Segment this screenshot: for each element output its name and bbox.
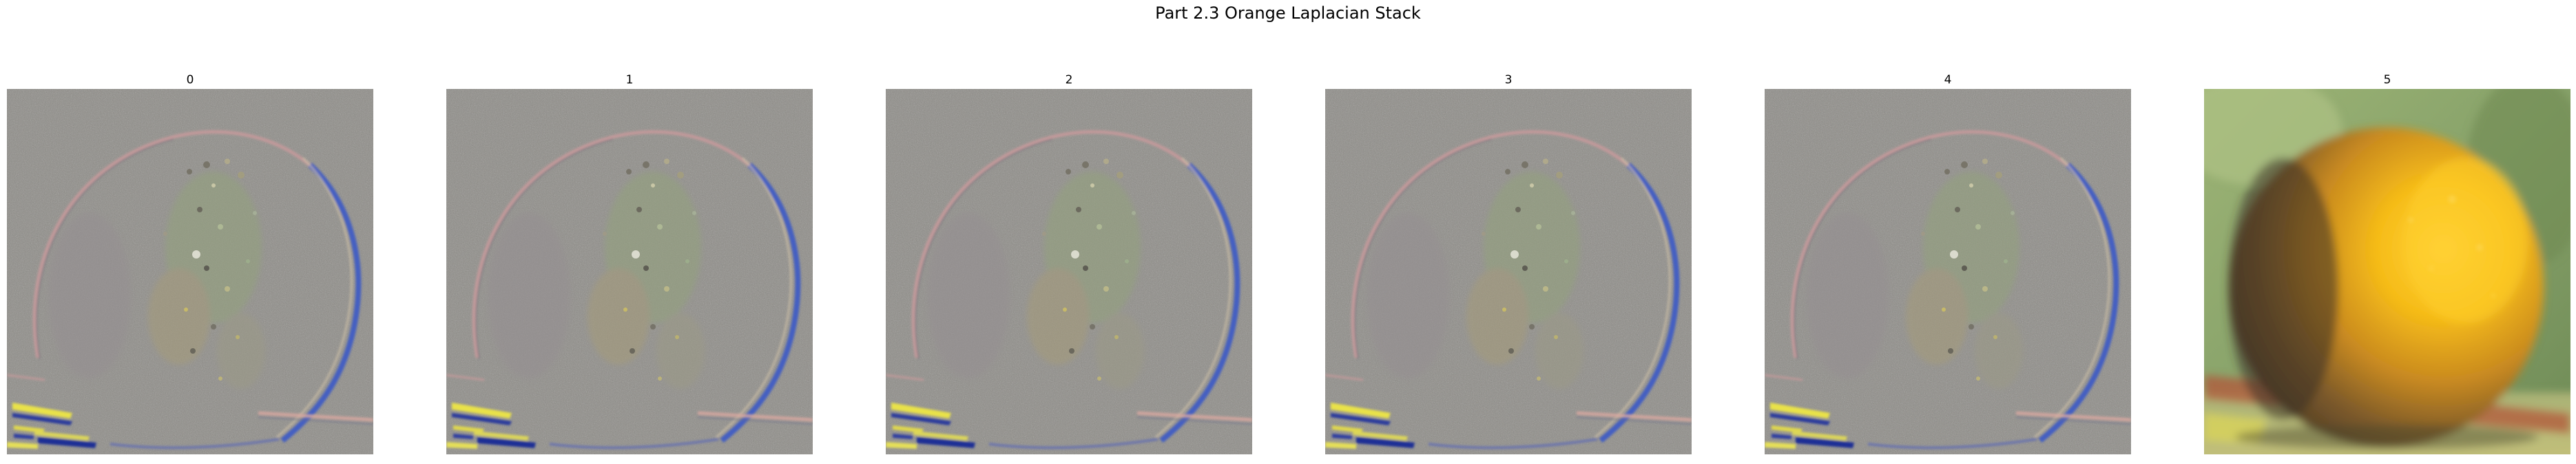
laplacian-band-image <box>7 89 373 454</box>
panel-label: 3 <box>1504 73 1513 87</box>
laplacian-band-image <box>446 89 813 454</box>
laplacian-band-image <box>886 89 1252 454</box>
stack-panel-1: 1 <box>446 71 813 454</box>
figure-title: Part 2.3 Orange Laplacian Stack <box>1155 3 1421 23</box>
panel-label: 0 <box>186 73 194 87</box>
panel-label: 1 <box>625 73 634 87</box>
panel-label: 5 <box>2383 73 2391 87</box>
blurred-orange-image <box>2204 89 2570 454</box>
stack-panel-3: 3 <box>1325 71 1692 454</box>
laplacian-band-image <box>1765 89 2131 454</box>
stack-panel-2: 2 <box>886 71 1252 454</box>
stack-panel-5: 5 <box>2204 71 2570 454</box>
panel-label: 2 <box>1065 73 1073 87</box>
laplacian-band-image <box>1325 89 1692 454</box>
stack-panel-4: 4 <box>1765 71 2131 454</box>
stack-panel-0: 0 <box>7 71 373 454</box>
panel-label: 4 <box>1944 73 1952 87</box>
